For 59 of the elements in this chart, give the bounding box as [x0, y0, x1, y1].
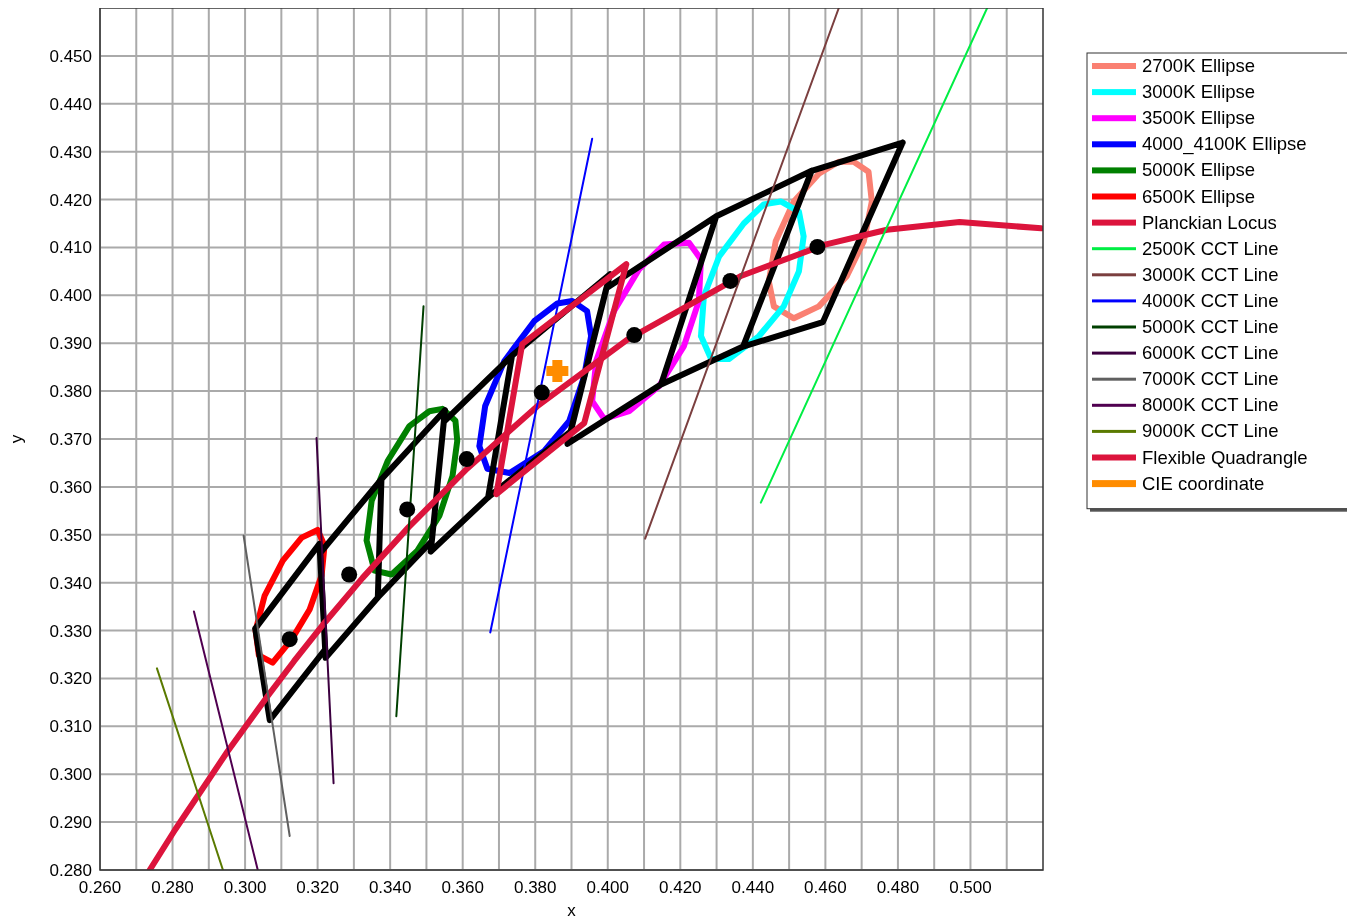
- y-tick-label: 0.320: [49, 669, 92, 689]
- y-tick-label: 0.380: [49, 382, 92, 402]
- x-tick-label: 0.380: [513, 878, 557, 897]
- x-tick-label: 0.440: [731, 878, 775, 897]
- x-tick-label: 0.260: [78, 878, 122, 897]
- legend-label: 6000K CCT Line: [1142, 342, 1279, 364]
- point: [722, 272, 739, 289]
- legend-label: Planckian Locus: [1142, 211, 1277, 233]
- x-tick-label: 0.500: [949, 878, 992, 897]
- point: [809, 238, 826, 255]
- x-axis-title: x: [567, 901, 577, 920]
- x-tick-label: 0.300: [223, 878, 267, 897]
- point: [533, 384, 550, 401]
- point: [281, 631, 298, 648]
- point: [341, 566, 358, 583]
- y-tick-label: 0.280: [49, 861, 92, 880]
- y-tick-label: 0.390: [49, 334, 92, 354]
- y-tick-label: 0.290: [49, 813, 92, 833]
- y-tick-label: 0.350: [49, 525, 92, 545]
- legend-label: Flexible Quadrangle: [1142, 446, 1308, 468]
- x-tick-label: 0.340: [368, 878, 412, 897]
- y-tick-label: 0.420: [49, 190, 92, 210]
- x-tick-label: 0.320: [296, 878, 339, 897]
- y-tick-label: 0.400: [49, 286, 92, 306]
- legend-label: 5000K Ellipse: [1142, 159, 1256, 181]
- legend-label: 3500K Ellipse: [1142, 107, 1256, 129]
- x-tick-label: 0.460: [804, 878, 847, 897]
- y-tick-label: 0.410: [49, 238, 92, 258]
- legend-label: 8000K CCT Line: [1142, 394, 1279, 416]
- y-tick-label: 0.440: [49, 94, 92, 114]
- legend-label: CIE coordinate: [1142, 472, 1265, 494]
- legend-label: 2500K CCT Line: [1142, 237, 1279, 259]
- x-tick-label: 0.420: [659, 878, 702, 897]
- legend-label: 2700K Ellipse: [1142, 55, 1256, 76]
- x-tick-label: 0.280: [151, 878, 194, 897]
- legend-label: 7000K CCT Line: [1142, 368, 1279, 390]
- y-tick-label: 0.360: [49, 477, 92, 497]
- legend-label: 4000K CCT Line: [1142, 289, 1279, 311]
- point: [399, 501, 416, 518]
- legend-label: 5000K CCT Line: [1142, 316, 1279, 337]
- y-tick-label: 0.300: [49, 765, 92, 785]
- x-tick-label: 0.400: [586, 878, 630, 897]
- y-tick-label: 0.330: [49, 621, 92, 641]
- y-tick-label: 0.450: [49, 46, 92, 66]
- legend-label: 3000K Ellipse: [1142, 81, 1256, 103]
- x-tick-label: 0.480: [876, 878, 920, 897]
- x-tick-label: 0.360: [441, 878, 484, 897]
- point: [458, 451, 475, 468]
- legend-label: 6500K Ellipse: [1142, 185, 1256, 207]
- legend-label: 3000K CCT Line: [1142, 263, 1279, 285]
- y-tick-label: 0.310: [49, 717, 92, 737]
- y-tick-label: 0.340: [49, 573, 92, 593]
- y-tick-label: 0.370: [49, 430, 92, 449]
- legend-label: 4000_4100K Ellipse: [1142, 133, 1307, 156]
- point: [546, 360, 569, 382]
- legend-label: 9000K CCT Line: [1142, 420, 1279, 442]
- y-axis-title: y: [7, 434, 26, 444]
- point: [626, 327, 643, 344]
- y-tick-label: 0.430: [49, 142, 92, 162]
